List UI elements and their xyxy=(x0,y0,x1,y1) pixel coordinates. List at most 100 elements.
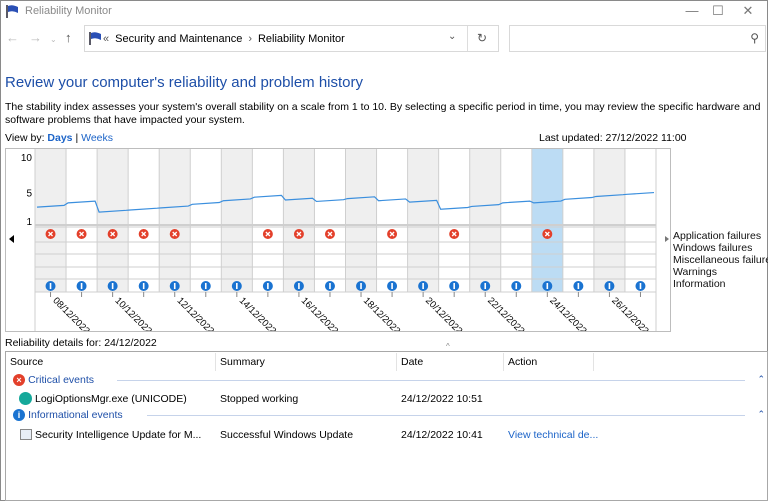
column-header-source[interactable]: Source xyxy=(6,353,216,371)
page-title: Review your computer's reliability and p… xyxy=(5,74,364,91)
date-label: 18/12/2022 xyxy=(361,295,402,331)
date-label: 26/12/2022 xyxy=(609,295,650,331)
info-i-glyph xyxy=(49,283,52,289)
day-column-12/12/2022[interactable] xyxy=(159,149,191,292)
error-x-glyph xyxy=(389,231,395,237)
info-icon: i xyxy=(13,409,25,421)
info-i-glyph xyxy=(80,283,83,289)
day-column-08/12/2022[interactable] xyxy=(35,149,67,292)
group-critical-events[interactable]: × Critical events ⌃ xyxy=(13,374,765,386)
breadcrumb-separator-icon: › xyxy=(248,32,252,45)
date-label: 20/12/2022 xyxy=(423,295,464,331)
legend-application-failures: Application failures xyxy=(673,230,762,242)
day-column-24/12/2022[interactable] xyxy=(531,149,563,292)
info-i-glyph xyxy=(577,283,580,289)
error-x-glyph xyxy=(48,231,53,237)
details-table: Source Summary Date Action × Critical ev… xyxy=(5,351,768,501)
date-label: 14/12/2022 xyxy=(237,295,278,331)
search-input[interactable]: ⚲ xyxy=(509,25,766,52)
day-column-10/12/2022[interactable] xyxy=(97,149,129,292)
day-column-16/12/2022[interactable] xyxy=(283,149,315,292)
error-x-glyph xyxy=(451,231,457,237)
error-x-glyph xyxy=(265,231,271,237)
details-label: Reliability details for: 24/12/2022 xyxy=(5,337,157,349)
minimize-button[interactable]: — xyxy=(685,3,699,18)
info-i-glyph xyxy=(298,283,300,289)
back-button[interactable]: ← xyxy=(6,30,19,45)
view-days-link[interactable]: Days xyxy=(47,132,73,144)
address-dropdown-icon[interactable]: ⌄ xyxy=(448,31,457,42)
day-column-13/12/2022[interactable] xyxy=(190,149,222,292)
date-label: 22/12/2022 xyxy=(485,295,526,331)
divider xyxy=(117,380,745,381)
search-icon[interactable]: ⚲ xyxy=(750,31,759,45)
day-column-25/12/2022[interactable] xyxy=(562,149,594,292)
divider xyxy=(147,415,745,416)
error-x-glyph xyxy=(544,231,550,237)
info-i-glyph xyxy=(360,283,362,289)
error-x-glyph xyxy=(296,231,302,237)
y-tick-label: 1 xyxy=(26,217,32,228)
collapse-chevron-icon[interactable]: ⌃ xyxy=(757,409,765,419)
view-technical-details-link[interactable]: View technical de... xyxy=(508,429,599,441)
info-i-glyph xyxy=(204,283,207,289)
scroll-right-arrow-icon[interactable] xyxy=(665,236,669,242)
forward-button[interactable]: → xyxy=(29,30,42,45)
day-column-15/12/2022[interactable] xyxy=(252,149,284,292)
flag-icon xyxy=(6,5,18,18)
address-bar[interactable]: « Security and Maintenance › Reliability… xyxy=(84,25,499,52)
recent-dropdown-icon[interactable]: ⌄ xyxy=(50,35,57,44)
view-by: View by: Days | Weeks xyxy=(5,132,113,144)
table-row[interactable]: LogiOptionsMgr.exe (UNICODE) Stopped wor… xyxy=(6,390,766,408)
day-column-09/12/2022[interactable] xyxy=(66,149,98,292)
group-informational-events[interactable]: i Informational events ⌃ xyxy=(13,409,765,421)
stability-chart-svg[interactable]: 10 5 1 08/12/2022 10/12/2022 12/12/2022 14/12/… xyxy=(6,149,670,337)
y-tick-label: 5 xyxy=(26,189,32,200)
column-header-summary[interactable]: Summary xyxy=(216,353,397,371)
day-column-19/12/2022[interactable] xyxy=(376,149,408,292)
breadcrumb: « Security and Maintenance › Reliability… xyxy=(103,26,345,51)
refresh-icon[interactable]: ↻ xyxy=(477,31,488,45)
table-row[interactable]: Security Intelligence Update for M... Su… xyxy=(6,426,766,444)
row-date: 24/12/2022 10:51 xyxy=(401,393,483,405)
collapse-chevron-icon[interactable]: ⌃ xyxy=(757,374,765,384)
stability-chart[interactable]: 10 5 1 08/12/2022 10/12/2022 12/12/2022 14/12/… xyxy=(5,148,671,337)
error-x-glyph xyxy=(110,231,116,237)
scroll-left-arrow-icon[interactable] xyxy=(9,235,14,243)
day-column-22/12/2022[interactable] xyxy=(469,149,501,292)
date-label: 16/12/2022 xyxy=(299,295,340,331)
day-column-21/12/2022[interactable] xyxy=(438,149,470,292)
legend-information: Information xyxy=(673,278,726,290)
group-title: Informational events xyxy=(28,409,123,421)
row-source: LogiOptionsMgr.exe (UNICODE) xyxy=(35,393,187,405)
day-column-23/12/2022[interactable] xyxy=(500,149,532,292)
chart-legend: Application failures Windows failures Mi… xyxy=(673,230,768,290)
error-x-glyph xyxy=(79,231,85,237)
day-column-18/12/2022[interactable] xyxy=(345,149,377,292)
last-updated: Last updated: 27/12/2022 11:00 xyxy=(539,132,687,144)
column-header-date[interactable]: Date xyxy=(397,353,504,371)
up-button[interactable]: ↑ xyxy=(65,30,72,45)
close-button[interactable]: ✕ xyxy=(742,3,754,18)
day-column-11/12/2022[interactable] xyxy=(128,149,160,292)
overflow-chevron-icon[interactable]: « xyxy=(103,32,110,45)
date-label: 12/12/2022 xyxy=(175,295,216,331)
day-column-20/12/2022[interactable] xyxy=(407,149,439,292)
day-column-27/12/2022[interactable] xyxy=(624,149,656,292)
row-summary: Stopped working xyxy=(220,393,299,405)
breadcrumb-security-maintenance[interactable]: Security and Maintenance xyxy=(115,32,243,45)
day-column-17/12/2022[interactable] xyxy=(314,149,346,292)
info-i-glyph xyxy=(329,283,331,289)
view-weeks-link[interactable]: Weeks xyxy=(81,132,114,144)
error-x-glyph xyxy=(172,231,178,237)
info-i-glyph xyxy=(391,283,393,289)
day-column-26/12/2022[interactable] xyxy=(593,149,625,292)
info-i-glyph xyxy=(267,283,269,289)
info-i-glyph xyxy=(515,283,518,289)
breadcrumb-reliability-monitor[interactable]: Reliability Monitor xyxy=(257,32,345,45)
maximize-button[interactable]: ☐ xyxy=(712,3,724,18)
column-header-action[interactable]: Action xyxy=(504,353,594,371)
legend-misc-failures: Miscellaneous failures xyxy=(673,254,768,266)
day-column-14/12/2022[interactable] xyxy=(221,149,253,292)
info-i-glyph xyxy=(173,283,176,289)
